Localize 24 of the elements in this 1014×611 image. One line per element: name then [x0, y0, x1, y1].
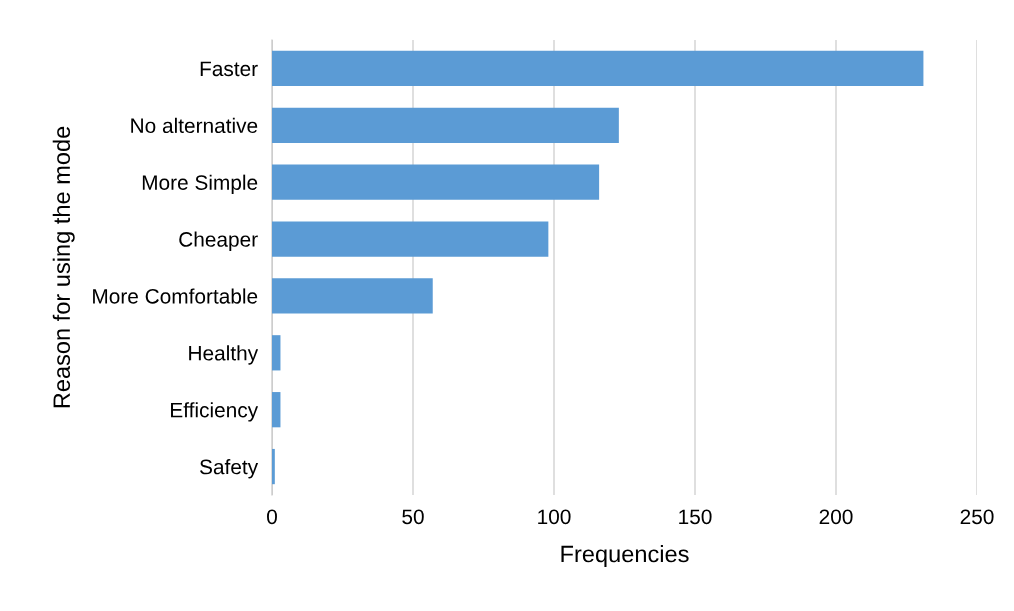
y-tick-label: Faster	[200, 61, 258, 77]
x-tick-label: 150	[679, 509, 712, 525]
y-tick-label: More Simple	[142, 174, 258, 195]
y-tick-label: Cheaper	[179, 231, 258, 251]
y-tick-label: No alternative	[131, 117, 258, 134]
bar	[272, 221, 549, 257]
x-tick-label: 250	[960, 509, 994, 525]
bar	[272, 448, 275, 485]
y-tick-label: Efficiency	[171, 402, 259, 422]
x-tick-label: 200	[819, 509, 853, 525]
bar	[272, 335, 281, 371]
y-tick-label: Safety	[200, 459, 259, 479]
bar	[272, 50, 924, 87]
bar	[272, 392, 281, 428]
x-tick-label: 50	[402, 509, 424, 525]
y-axis-title: Reason for using the mode	[52, 126, 75, 408]
bar	[272, 164, 600, 200]
x-tick-label: 0	[267, 509, 277, 525]
y-tick-label: More Comfortable	[93, 288, 258, 304]
y-tick-label: Healthy	[189, 345, 259, 365]
x-tick-label: 100	[538, 509, 571, 525]
bar	[272, 278, 433, 314]
x-axis-title: Frequencies	[561, 544, 689, 567]
bar	[272, 107, 619, 143]
